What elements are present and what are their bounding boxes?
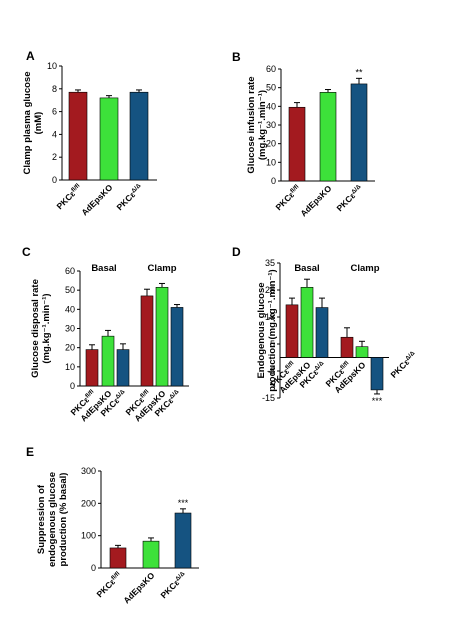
- panel-E-bar-significance: ***: [178, 498, 189, 508]
- panel-A-y-tick-label: 10: [47, 61, 57, 71]
- panel-D-ylabel: Endogenous glucose: [256, 282, 267, 378]
- panel-A-letter: A: [26, 49, 35, 63]
- panel-D-bar: [300, 286, 314, 358]
- panel-A-bar: [129, 91, 149, 181]
- panel-B-bar: [288, 106, 306, 182]
- panel-B-y-tick-label: 10: [266, 157, 276, 167]
- panel-D-y-tick-label: 5: [270, 339, 275, 349]
- panel-D-letter: D: [232, 245, 241, 259]
- panel-A-y-tick-label: 4: [52, 129, 57, 139]
- panel-B-y-tick-label: 50: [266, 83, 276, 93]
- panel-B-y-tick-label: 30: [266, 120, 276, 130]
- panel-B-ylabel: Glucose infusion rate: [246, 76, 257, 173]
- panel-E-y-tick-label: 100: [81, 531, 96, 541]
- panel-D-y-tick-label: 35: [265, 258, 275, 268]
- panel-D-bar: [285, 304, 299, 358]
- panel-B-y-tick-label: 60: [266, 64, 276, 74]
- panel-C-y-tick-label: 30: [65, 324, 75, 334]
- panel-B-ylabel: (mg.kg⁻¹.min⁻¹): [257, 90, 268, 160]
- panel-A-y-tick-label: 6: [52, 107, 57, 117]
- panel-B-bar-significance: **: [355, 67, 363, 77]
- panel-B-bar: [350, 83, 368, 182]
- panel-D-y-tick-label: 25: [265, 285, 275, 295]
- panel-C-y-tick-label: 0: [70, 381, 75, 391]
- panel-E-y-tick-label: 300: [81, 466, 96, 476]
- panel-D-group-label: Clamp: [350, 263, 379, 274]
- panel-A-category-label: PKCεΔ/Δ: [115, 182, 145, 212]
- panel-D-category-label: PKCεΔ/Δ: [389, 349, 419, 379]
- panel-A-y-tick-label: 2: [52, 152, 57, 162]
- panel-C: C Glucose disposal rate (mg.kg⁻¹.min⁻¹) 0 10…: [22, 245, 189, 391]
- panel-C-group-label: Clamp: [147, 263, 176, 274]
- panel-B-y-tick-label: 40: [266, 101, 276, 111]
- panel-C-ylabel: Glucose disposal rate: [30, 279, 41, 378]
- panel-C-y-tick-label: 10: [65, 362, 75, 372]
- panel-D-bar: [315, 307, 329, 358]
- panel-E-ylabel: endogenous glucose: [47, 472, 58, 567]
- panel-A-category-label: PKCεfl/fl: [54, 182, 83, 211]
- panel-B-y-tick-label: 0: [271, 176, 276, 186]
- panel-E: E Suppression of endogenous glucose product…: [26, 445, 199, 573]
- panel-E-bar: [109, 547, 127, 569]
- panel-A-category-label: AdEpsKO: [79, 182, 114, 217]
- panel-C-ylabel: (mg.kg⁻¹.min⁻¹): [41, 293, 52, 363]
- panel-A-y-tick-label: 0: [52, 175, 57, 185]
- panel-B-letter: B: [232, 50, 241, 64]
- panel-B-category-label: PKCεΔ/Δ: [335, 183, 365, 213]
- panel-D-y-tick-label: -5: [267, 366, 275, 376]
- panel-D-y-tick-label: 15: [265, 312, 275, 322]
- panel-E-category-label: AdEpsKO: [121, 570, 156, 605]
- panel-B-category-label: PKCεfl/fl: [273, 183, 302, 212]
- panel-B-y-tick-label: 20: [266, 139, 276, 149]
- panel-E-y-tick-label: 200: [81, 498, 96, 508]
- panel-D: D Endogenous glucose production (mg.kg⁻¹.m…: [232, 245, 389, 406]
- panel-B: B Glucose infusion rate (mg.kg⁻¹.min⁻¹) 0 10…: [232, 50, 375, 186]
- panel-A-bar: [99, 97, 119, 181]
- panel-C-bar: [140, 295, 154, 387]
- panel-C-bar: [170, 307, 184, 387]
- panel-E-bar: [142, 540, 160, 569]
- panel-A: A Clamp plasma glucose (mM) 0 2 4 6 8 10: [22, 49, 157, 185]
- panel-D-ylabel: production (mg.kg⁻¹.min⁻¹): [267, 269, 278, 391]
- panel-C-bar: [155, 286, 169, 387]
- panel-E-ylabel: production (% basal): [58, 473, 69, 567]
- panel-C-y-tick-label: 50: [65, 285, 75, 295]
- panel-D-y-tick-label: -15: [262, 393, 275, 403]
- panel-C-letter: C: [22, 245, 31, 259]
- panel-C-bar: [101, 335, 115, 387]
- panel-D-bar: [355, 346, 369, 358]
- panel-C-group-label: Basal: [91, 263, 116, 274]
- panel-D-group-label: Basal: [294, 263, 319, 274]
- panel-A-ylabel: Clamp plasma glucose: [22, 72, 33, 175]
- panel-D-bar: [340, 336, 354, 358]
- panel-C-y-tick-label: 20: [65, 343, 75, 353]
- panel-E-letter: E: [26, 445, 34, 459]
- panel-E-category-label: PKCεΔ/Δ: [159, 570, 189, 600]
- panel-E-y-tick-label: 0: [91, 563, 96, 573]
- panel-C-bar: [116, 349, 130, 387]
- panel-A-ylabel: (mM): [33, 112, 44, 135]
- panel-E-ylabel: Suppression of: [36, 484, 47, 554]
- panel-A-bar: [68, 91, 88, 181]
- panel-A-y-tick-label: 8: [52, 84, 57, 94]
- panel-E-category-label: PKCεfl/fl: [94, 570, 123, 599]
- panel-E-bar: [174, 512, 192, 569]
- panel-B-category-label: AdEpsKO: [298, 183, 333, 218]
- panel-D-bar-significance: ***: [372, 396, 383, 406]
- panel-C-y-tick-label: 60: [65, 266, 75, 276]
- panel-D-bar: [370, 357, 384, 391]
- panel-C-bar: [85, 349, 99, 387]
- panel-C-y-tick-label: 40: [65, 304, 75, 314]
- panel-B-bar: [319, 92, 337, 182]
